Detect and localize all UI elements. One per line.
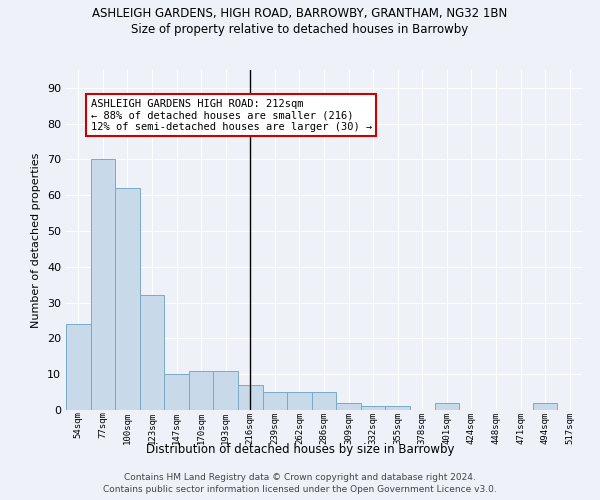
Bar: [189, 370, 214, 410]
Y-axis label: Number of detached properties: Number of detached properties: [31, 152, 41, 328]
Text: Size of property relative to detached houses in Barrowby: Size of property relative to detached ho…: [131, 22, 469, 36]
Bar: [287, 392, 312, 410]
Bar: [434, 403, 459, 410]
Text: ASHLEIGH GARDENS HIGH ROAD: 212sqm
← 88% of detached houses are smaller (216)
12: ASHLEIGH GARDENS HIGH ROAD: 212sqm ← 88%…: [91, 98, 372, 132]
Text: Contains public sector information licensed under the Open Government Licence v3: Contains public sector information licen…: [103, 485, 497, 494]
Bar: [361, 406, 385, 410]
Bar: [263, 392, 287, 410]
Bar: [164, 374, 189, 410]
Bar: [385, 406, 410, 410]
Text: Distribution of detached houses by size in Barrowby: Distribution of detached houses by size …: [146, 442, 454, 456]
Bar: [115, 188, 140, 410]
Bar: [214, 370, 238, 410]
Text: Contains HM Land Registry data © Crown copyright and database right 2024.: Contains HM Land Registry data © Crown c…: [124, 472, 476, 482]
Bar: [238, 385, 263, 410]
Bar: [533, 403, 557, 410]
Text: ASHLEIGH GARDENS, HIGH ROAD, BARROWBY, GRANTHAM, NG32 1BN: ASHLEIGH GARDENS, HIGH ROAD, BARROWBY, G…: [92, 8, 508, 20]
Bar: [91, 160, 115, 410]
Bar: [140, 296, 164, 410]
Bar: [312, 392, 336, 410]
Bar: [66, 324, 91, 410]
Bar: [336, 403, 361, 410]
